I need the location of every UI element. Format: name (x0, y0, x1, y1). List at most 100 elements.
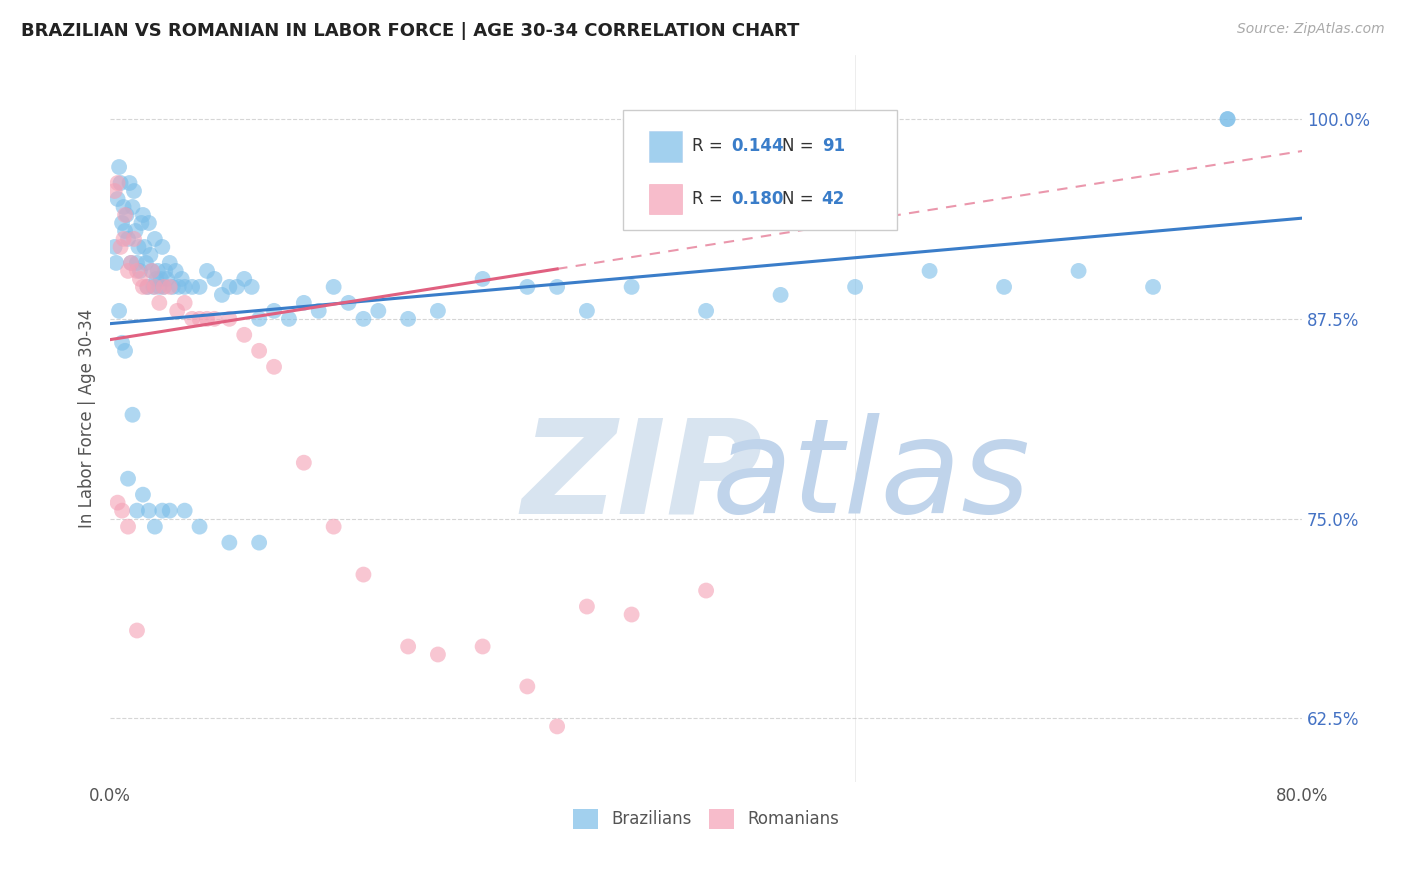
Point (352, 311, 374, 326)
Text: 0.144: 0.144 (731, 137, 783, 155)
Point (546, 719, 568, 733)
Point (181, 280, 204, 294)
Point (695, 304, 717, 318)
Point (218, 280, 240, 294)
Point (292, 296, 315, 310)
Point (120, 256, 142, 270)
Point (138, 216, 160, 230)
Point (117, 232, 139, 246)
Point (127, 240, 149, 254)
Point (114, 208, 136, 222)
Point (120, 256, 142, 270)
Point (181, 311, 204, 326)
Point (143, 232, 166, 246)
Point (173, 280, 195, 294)
Point (145, 272, 167, 286)
Point (337, 296, 360, 310)
Point (993, 280, 1015, 294)
Point (188, 311, 211, 326)
Point (148, 296, 170, 310)
Point (150, 503, 173, 517)
Point (118, 176, 141, 190)
Point (204, 272, 226, 286)
Point (139, 248, 162, 262)
Point (136, 280, 159, 294)
Point (117, 264, 139, 278)
Point (620, 607, 643, 622)
Text: N =: N = (782, 137, 820, 155)
Point (352, 567, 374, 582)
Point (308, 304, 330, 318)
Point (129, 264, 152, 278)
Text: Source: ZipAtlas.com: Source: ZipAtlas.com (1237, 22, 1385, 37)
Point (247, 343, 270, 358)
Point (131, 216, 153, 230)
Legend: Brazilians, Romanians: Brazilians, Romanians (567, 802, 845, 836)
Text: N =: N = (782, 190, 820, 208)
Point (108, 304, 131, 318)
Point (110, 176, 132, 190)
Point (1216, 112, 1239, 126)
Point (141, 264, 163, 278)
Point (218, 535, 240, 549)
Text: 91: 91 (821, 137, 845, 155)
Point (156, 272, 179, 286)
Point (159, 280, 181, 294)
Point (263, 359, 285, 374)
Point (695, 583, 717, 598)
Point (165, 264, 187, 278)
Point (204, 311, 226, 326)
Point (148, 280, 170, 294)
Point (124, 224, 146, 238)
Point (135, 256, 157, 270)
Point (769, 288, 792, 302)
Point (546, 280, 568, 294)
Point (396, 640, 419, 654)
Point (247, 311, 270, 326)
Point (575, 599, 598, 614)
Point (1142, 280, 1164, 294)
Point (247, 535, 270, 549)
Point (516, 680, 538, 694)
Point (170, 272, 193, 286)
FancyBboxPatch shape (650, 184, 682, 214)
Point (152, 280, 174, 294)
Text: R =: R = (692, 137, 728, 155)
Point (125, 503, 148, 517)
Point (110, 240, 132, 254)
Point (107, 496, 129, 510)
Point (111, 216, 134, 230)
Point (173, 296, 195, 310)
Point (121, 200, 143, 214)
Point (1067, 264, 1090, 278)
Point (292, 456, 315, 470)
Point (112, 200, 135, 214)
Point (188, 280, 211, 294)
Point (149, 272, 172, 286)
Point (218, 311, 240, 326)
Point (918, 264, 941, 278)
Point (138, 503, 160, 517)
Point (114, 224, 136, 238)
Point (1216, 112, 1239, 126)
Point (159, 503, 181, 517)
Point (575, 304, 598, 318)
Point (195, 311, 218, 326)
Point (367, 304, 389, 318)
Text: 0.180: 0.180 (731, 190, 783, 208)
Point (132, 280, 155, 294)
Point (111, 335, 134, 350)
Point (112, 232, 135, 246)
Point (136, 280, 159, 294)
Point (132, 208, 155, 222)
Point (188, 519, 211, 533)
Point (125, 624, 148, 638)
Point (121, 408, 143, 422)
Point (125, 256, 148, 270)
Point (105, 256, 128, 270)
Point (125, 264, 148, 278)
Point (155, 264, 177, 278)
Point (134, 240, 156, 254)
Point (117, 519, 139, 533)
Point (114, 343, 136, 358)
